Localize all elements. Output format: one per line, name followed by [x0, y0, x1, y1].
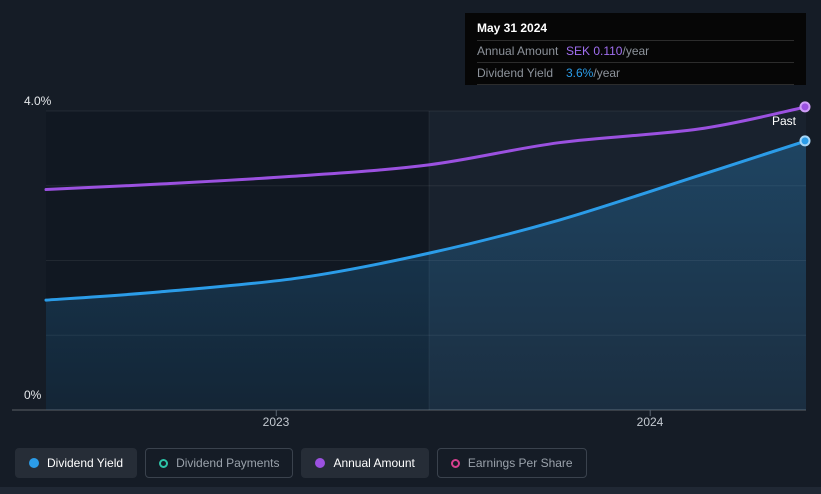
dividend-yield-line [44, 139, 808, 302]
legend-pill-earnings-per-share[interactable]: Earnings Per Share [436, 448, 587, 478]
chart-tooltip: May 31 2024 Annual Amount SEK 0.110/year… [465, 13, 806, 85]
y-axis-max-label: 4.0% [24, 94, 52, 108]
annual-amount-dot-icon [315, 458, 326, 468]
dividend-yield-area [46, 140, 806, 410]
tooltip-annual-amount-value: SEK 0.110 [566, 44, 623, 58]
tooltip-dividend-yield-label: Dividend Yield [477, 66, 554, 80]
tooltip-date: May 31 2024 [477, 18, 794, 41]
x-axis-label-2024: 2024 [636, 415, 664, 429]
tooltip-dividend-yield-suffix: /year [593, 66, 621, 80]
dividend-payments-circle-icon [159, 458, 169, 468]
dividend-chart-canvas[interactable] [0, 0, 821, 440]
legend-pill-dividend-payments[interactable]: Dividend Payments [145, 448, 294, 478]
tooltip-row-annual-amount: Annual Amount SEK 0.110/year [477, 41, 794, 63]
legend-pill-dividend-yield[interactable]: Dividend Yield [15, 448, 138, 478]
legend-pill-annual-amount[interactable]: Annual Amount [301, 448, 429, 478]
bottom-edge-strip [0, 487, 821, 494]
tooltip-annual-amount-label: Annual Amount [477, 44, 559, 58]
y-axis-min-label: 0% [24, 388, 42, 402]
legend-label-annual-amount: Annual Amount [333, 456, 415, 470]
chart-legend: Dividend Yield Dividend Payments Annual … [15, 448, 587, 478]
annual-amount-end-marker [799, 101, 811, 113]
annual-amount-line [44, 105, 808, 192]
dividend-yield-dot-icon [29, 458, 39, 468]
legend-label-dividend-yield: Dividend Yield [47, 456, 124, 470]
legend-label-earnings-per-share: Earnings Per Share [467, 456, 573, 470]
dividend-yield-end-marker [799, 135, 811, 147]
earnings-per-share-circle-icon [450, 458, 460, 468]
legend-label-dividend-payments: Dividend Payments [176, 456, 280, 470]
tooltip-dividend-yield-value: 3.6% [566, 66, 594, 80]
past-region-label: Past [771, 114, 797, 128]
tooltip-annual-amount-suffix: /year [622, 44, 650, 58]
tooltip-row-dividend-yield: Dividend Yield 3.6%/year [477, 63, 794, 85]
x-axis-label-2023: 2023 [262, 415, 290, 429]
